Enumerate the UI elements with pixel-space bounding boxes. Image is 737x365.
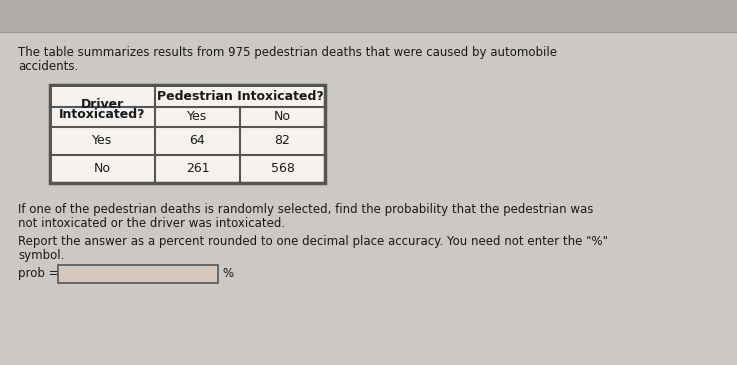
Text: accidents.: accidents. <box>18 60 78 73</box>
Text: not intoxicated or the driver was intoxicated.: not intoxicated or the driver was intoxi… <box>18 217 285 230</box>
Bar <box>0 0 737 32</box>
Text: 261: 261 <box>186 162 209 176</box>
Text: No: No <box>274 111 291 123</box>
Text: If one of the pedestrian deaths is randomly selected, find the probability that : If one of the pedestrian deaths is rando… <box>18 203 593 216</box>
Bar <box>52 87 323 181</box>
Text: prob =: prob = <box>18 267 58 280</box>
Text: Driver: Driver <box>81 97 124 111</box>
Text: 568: 568 <box>270 162 295 176</box>
Text: 82: 82 <box>275 134 290 147</box>
Text: %: % <box>222 267 233 280</box>
Text: Report the answer as a percent rounded to one decimal place accuracy. You need n: Report the answer as a percent rounded t… <box>18 235 608 248</box>
Text: symbol.: symbol. <box>18 249 64 262</box>
Text: The table summarizes results from 975 pedestrian deaths that were caused by auto: The table summarizes results from 975 pe… <box>18 46 557 59</box>
Text: Intoxicated?: Intoxicated? <box>59 108 146 122</box>
Text: Yes: Yes <box>187 111 208 123</box>
Bar <box>50 85 325 183</box>
Text: 64: 64 <box>189 134 206 147</box>
Text: Yes: Yes <box>92 134 113 147</box>
Bar <box>58 265 218 283</box>
Text: No: No <box>94 162 111 176</box>
Text: Pedestrian Intoxicated?: Pedestrian Intoxicated? <box>157 89 324 103</box>
